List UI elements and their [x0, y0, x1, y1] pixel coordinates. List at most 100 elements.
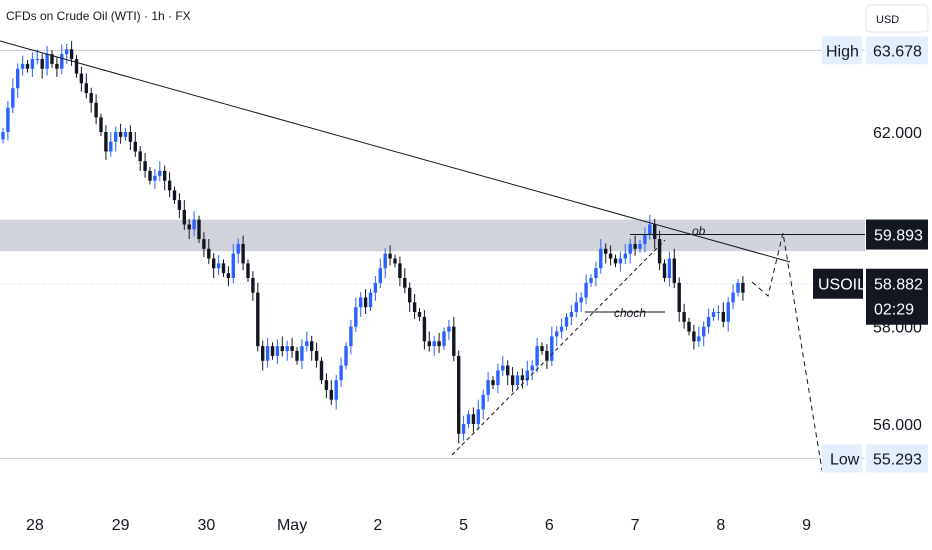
candle[interactable] — [280, 346, 284, 351]
candle[interactable] — [677, 282, 681, 313]
candle[interactable] — [241, 243, 245, 264]
candle[interactable] — [589, 278, 593, 283]
candle[interactable] — [128, 132, 133, 142]
candle[interactable] — [506, 365, 510, 376]
candle[interactable] — [192, 219, 196, 230]
candle[interactable] — [55, 63, 59, 69]
candle[interactable] — [109, 141, 113, 152]
candle[interactable] — [486, 380, 490, 395]
candle[interactable] — [212, 258, 216, 269]
candle[interactable] — [300, 346, 304, 361]
candle[interactable] — [354, 307, 358, 327]
candle[interactable] — [368, 292, 373, 308]
candle[interactable] — [662, 263, 667, 278]
candle[interactable] — [736, 282, 740, 293]
candle[interactable] — [618, 258, 623, 264]
candle[interactable] — [153, 175, 157, 181]
candle[interactable] — [65, 49, 69, 55]
candle[interactable] — [711, 312, 716, 317]
candle[interactable] — [457, 355, 461, 434]
candle[interactable] — [172, 190, 177, 201]
candle[interactable] — [496, 370, 500, 386]
candle[interactable] — [550, 336, 554, 361]
candle[interactable] — [398, 263, 402, 278]
candle[interactable] — [687, 321, 691, 332]
candle[interactable] — [265, 346, 270, 361]
candle[interactable] — [535, 346, 539, 366]
candle[interactable] — [515, 375, 520, 386]
candle[interactable] — [349, 326, 353, 347]
candle[interactable] — [604, 248, 608, 254]
candle[interactable] — [447, 326, 451, 332]
candle[interactable] — [226, 273, 231, 278]
candle[interactable] — [69, 49, 74, 59]
candle[interactable] — [432, 341, 436, 347]
candle[interactable] — [60, 54, 64, 69]
candle[interactable] — [501, 365, 505, 371]
candle[interactable] — [30, 59, 35, 69]
candle[interactable] — [437, 341, 441, 347]
candle[interactable] — [741, 282, 745, 293]
candle[interactable] — [706, 316, 711, 327]
candle[interactable] — [163, 170, 167, 181]
candle[interactable] — [324, 380, 329, 390]
candle[interactable] — [555, 331, 559, 337]
candle[interactable] — [35, 59, 39, 60]
candle[interactable] — [481, 394, 485, 410]
candle[interactable] — [216, 263, 221, 269]
candle[interactable] — [20, 63, 25, 69]
candle[interactable] — [412, 302, 417, 313]
candle[interactable] — [471, 414, 476, 424]
candle[interactable] — [256, 292, 260, 347]
candle[interactable] — [167, 180, 172, 191]
candle[interactable] — [182, 209, 186, 225]
candle[interactable] — [305, 341, 309, 347]
candle[interactable] — [442, 331, 446, 347]
candle[interactable] — [383, 253, 387, 269]
candle[interactable] — [638, 243, 642, 249]
candle[interactable] — [339, 365, 343, 381]
candle[interactable] — [25, 63, 30, 69]
candle[interactable] — [363, 297, 368, 308]
candle[interactable] — [643, 234, 647, 244]
candle[interactable] — [74, 59, 79, 74]
candle[interactable] — [197, 219, 201, 240]
candle[interactable] — [545, 351, 549, 361]
candle[interactable] — [648, 224, 652, 235]
candle[interactable] — [653, 224, 657, 240]
candle[interactable] — [623, 253, 627, 259]
candle[interactable] — [6, 107, 10, 132]
candle[interactable] — [476, 409, 480, 424]
candle[interactable] — [422, 316, 427, 342]
candle[interactable] — [525, 370, 529, 381]
candle[interactable] — [682, 312, 686, 322]
candle[interactable] — [608, 253, 613, 259]
candle[interactable] — [574, 302, 578, 313]
candle[interactable] — [520, 375, 525, 381]
candle[interactable] — [114, 132, 118, 142]
candle[interactable] — [270, 346, 275, 356]
candle[interactable] — [148, 170, 152, 181]
candle[interactable] — [613, 258, 618, 264]
candle[interactable] — [427, 341, 431, 347]
candle[interactable] — [295, 351, 299, 361]
candle[interactable] — [231, 253, 235, 278]
candle[interactable] — [319, 360, 324, 381]
candle[interactable] — [657, 239, 662, 264]
candle[interactable] — [89, 93, 93, 103]
candle[interactable] — [491, 380, 495, 386]
candle[interactable] — [569, 312, 574, 317]
candle[interactable] — [408, 287, 412, 303]
candle[interactable] — [393, 258, 397, 264]
candle[interactable] — [540, 346, 544, 351]
candle[interactable] — [99, 117, 103, 132]
descending-trendline[interactable] — [0, 40, 791, 263]
candle[interactable] — [79, 73, 84, 84]
candle[interactable] — [50, 54, 54, 64]
candle[interactable] — [731, 292, 735, 303]
candle[interactable] — [579, 297, 583, 303]
candle[interactable] — [275, 346, 280, 356]
candle[interactable] — [16, 68, 20, 89]
candle[interactable] — [672, 258, 676, 283]
candle[interactable] — [417, 312, 422, 317]
